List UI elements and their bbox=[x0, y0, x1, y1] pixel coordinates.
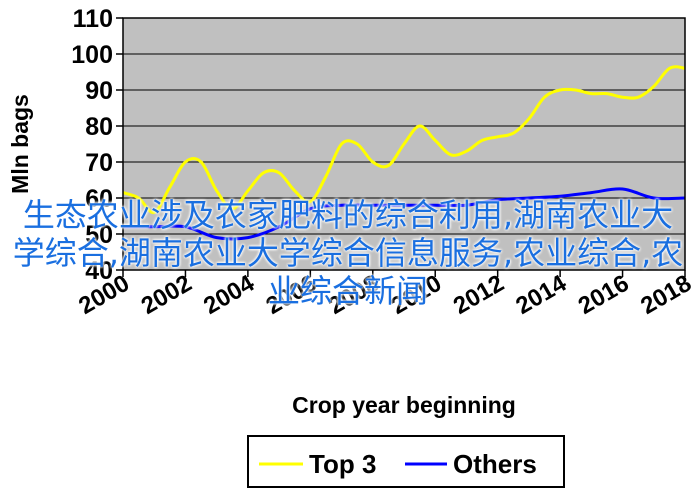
series-line-others bbox=[123, 187, 685, 241]
y-tick-label: 70 bbox=[85, 149, 113, 177]
y-axis-title: Mln bags bbox=[7, 94, 33, 194]
series-layer bbox=[123, 65, 685, 241]
x-axis-title: Crop year beginning bbox=[292, 392, 516, 418]
y-tick-label: 50 bbox=[85, 221, 113, 249]
y-tick-label: 100 bbox=[71, 41, 113, 69]
y-tick-label: 80 bbox=[85, 113, 113, 141]
legend-label-others: Others bbox=[453, 449, 537, 479]
y-tick-label: 90 bbox=[85, 77, 113, 105]
y-tick-label: 40 bbox=[85, 257, 113, 285]
legend-box bbox=[247, 435, 565, 488]
legend-label-top-3: Top 3 bbox=[309, 449, 376, 479]
overlay-caption: 生态农业涉及农家肥料的综合利用,湖南农业大学综合,湖南农业大学综合信息服务,农业… bbox=[12, 196, 684, 310]
y-tick-label: 60 bbox=[85, 185, 113, 213]
series-line-top-3 bbox=[123, 65, 685, 214]
y-axis: 40 50 60 70 80 90 100 110 bbox=[71, 5, 123, 285]
legend: Top 3 Others bbox=[247, 435, 565, 488]
gridlines bbox=[123, 53, 685, 235]
plot-frame bbox=[122, 17, 686, 271]
y-tick-label: 110 bbox=[73, 5, 113, 33]
